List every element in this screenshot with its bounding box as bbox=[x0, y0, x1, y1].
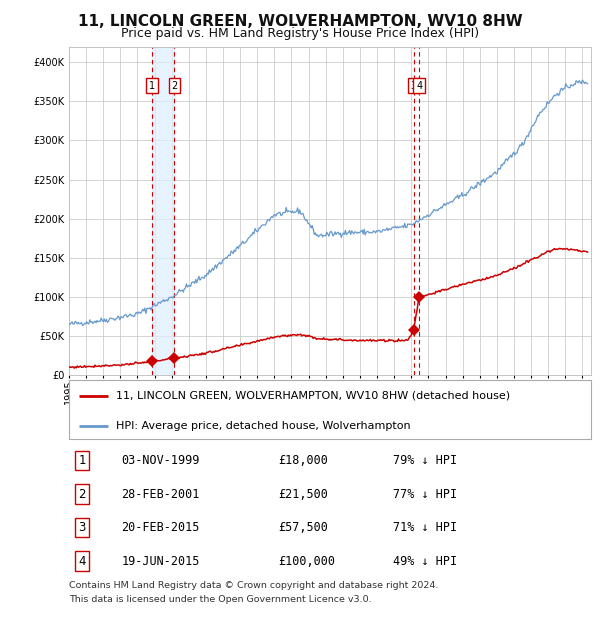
Text: This data is licensed under the Open Government Licence v3.0.: This data is licensed under the Open Gov… bbox=[69, 595, 371, 604]
FancyBboxPatch shape bbox=[69, 380, 591, 439]
Text: 28-FEB-2001: 28-FEB-2001 bbox=[121, 488, 200, 500]
Text: 1: 1 bbox=[78, 454, 86, 467]
Text: 3: 3 bbox=[410, 81, 416, 91]
Text: HPI: Average price, detached house, Wolverhampton: HPI: Average price, detached house, Wolv… bbox=[116, 421, 410, 431]
Text: 11, LINCOLN GREEN, WOLVERHAMPTON, WV10 8HW (detached house): 11, LINCOLN GREEN, WOLVERHAMPTON, WV10 8… bbox=[116, 391, 510, 401]
Text: 03-NOV-1999: 03-NOV-1999 bbox=[121, 454, 200, 467]
Text: 11, LINCOLN GREEN, WOLVERHAMPTON, WV10 8HW: 11, LINCOLN GREEN, WOLVERHAMPTON, WV10 8… bbox=[77, 14, 523, 29]
Text: 77% ↓ HPI: 77% ↓ HPI bbox=[392, 488, 457, 500]
Text: 4: 4 bbox=[78, 555, 86, 567]
Text: 71% ↓ HPI: 71% ↓ HPI bbox=[392, 521, 457, 534]
Text: £57,500: £57,500 bbox=[278, 521, 328, 534]
Text: 20-FEB-2015: 20-FEB-2015 bbox=[121, 521, 200, 534]
Text: £18,000: £18,000 bbox=[278, 454, 328, 467]
Text: Price paid vs. HM Land Registry's House Price Index (HPI): Price paid vs. HM Land Registry's House … bbox=[121, 27, 479, 40]
Text: 19-JUN-2015: 19-JUN-2015 bbox=[121, 555, 200, 567]
Text: 1: 1 bbox=[149, 81, 155, 91]
Text: 4: 4 bbox=[416, 81, 422, 91]
Text: 79% ↓ HPI: 79% ↓ HPI bbox=[392, 454, 457, 467]
Text: 2: 2 bbox=[78, 488, 86, 500]
Text: 3: 3 bbox=[79, 521, 86, 534]
Text: £21,500: £21,500 bbox=[278, 488, 328, 500]
Text: 2: 2 bbox=[172, 81, 178, 91]
Text: £100,000: £100,000 bbox=[278, 555, 335, 567]
Bar bbox=[152, 46, 175, 375]
Text: 49% ↓ HPI: 49% ↓ HPI bbox=[392, 555, 457, 567]
Text: Contains HM Land Registry data © Crown copyright and database right 2024.: Contains HM Land Registry data © Crown c… bbox=[69, 581, 439, 590]
